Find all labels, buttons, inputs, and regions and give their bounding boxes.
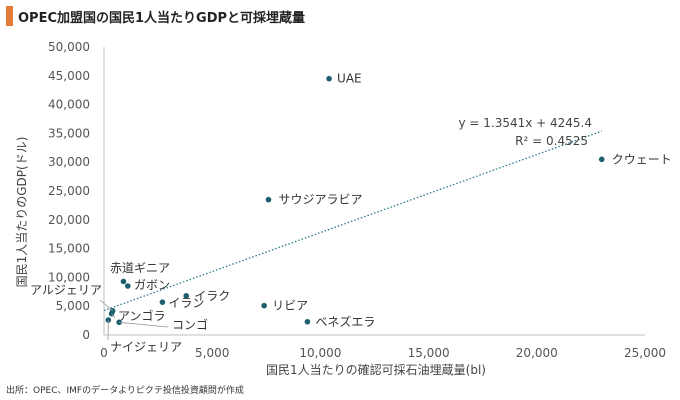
trendline-equation: y = 1.3541x + 4245.4: [458, 116, 592, 130]
y-tick-label: 25,000: [48, 184, 90, 198]
point-label: イラク: [194, 289, 230, 303]
data-point: [159, 299, 166, 305]
data-point: [183, 293, 190, 299]
data-point: [125, 283, 131, 289]
point-label: 赤道ギニア: [110, 261, 170, 275]
data-point: [304, 318, 311, 325]
data-point: [326, 75, 332, 82]
point-label: クウェート: [612, 152, 672, 166]
title-accent-bar: [6, 6, 13, 26]
data-point: [261, 302, 267, 309]
x-tick-label: 10,000: [299, 346, 341, 360]
y-tick-label: 50,000: [48, 40, 90, 54]
y-axis-label: 国民1人当たりのGDP(ドル): [15, 137, 29, 288]
x-tick-label: 20,000: [516, 346, 558, 360]
trendline-r2: R² = 0.4525: [515, 134, 588, 148]
point-label: コンゴ: [172, 317, 208, 332]
y-tick-label: 40,000: [48, 98, 90, 112]
y-tick-label: 20,000: [48, 213, 90, 227]
x-tick-label: 25,000: [624, 346, 666, 360]
y-tick-label: 10,000: [48, 270, 90, 284]
trendline: [103, 130, 602, 312]
x-axis-label: 国民1人当たりの確認可採石油埋蔵量(bl): [266, 362, 486, 377]
point-label: アルジェリア: [30, 283, 102, 297]
y-tick-label: 15,000: [48, 242, 90, 256]
label-leader-line: [119, 321, 169, 328]
y-tick-label: 35,000: [48, 126, 90, 140]
x-tick-label: 5,000: [195, 346, 229, 360]
source-note: 出所：OPEC、IMFのデータよりピクテ投信投資顧問が作成: [6, 386, 244, 396]
point-label: リビア: [272, 299, 308, 313]
point-label: ガボン: [134, 278, 170, 292]
x-tick-label: 0: [100, 346, 108, 360]
y-tick-label: 45,000: [48, 69, 90, 83]
point-label: UAE: [337, 72, 362, 86]
data-point: [265, 196, 272, 203]
data-point: [120, 278, 127, 285]
y-tick-label: 5,000: [56, 299, 90, 313]
label-leader-line: [111, 313, 116, 319]
point-label: イラン: [168, 296, 204, 310]
x-tick-label: 15,000: [408, 346, 450, 360]
data-point: [598, 156, 605, 163]
y-tick-label: 30,000: [48, 155, 90, 169]
point-label: ベネズエラ: [315, 314, 375, 329]
point-label: ナイジェリア: [110, 340, 182, 354]
point-label: サウジアラビア: [278, 193, 362, 207]
point-label: アンゴラ: [118, 308, 166, 323]
label-leader-line: [99, 299, 113, 312]
y-tick-label: 0: [82, 328, 90, 342]
data-point: [116, 319, 122, 326]
chart-title: OPEC加盟国の国民1人当たりGDPと可採埋蔵量: [18, 11, 306, 26]
